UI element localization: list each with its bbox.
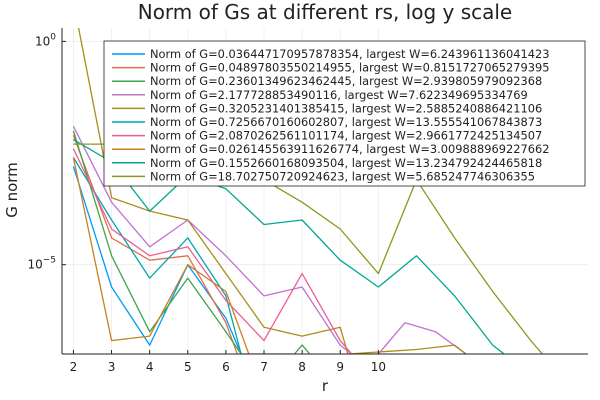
legend-entry-5: Norm of G=0.3205231401385415, largest W=… [150,101,542,115]
y-axis-label: G norm [3,162,21,218]
x-tick-label: 7 [260,360,268,374]
legend-entry-8: Norm of G=0.026145563911626774, largest … [150,142,549,156]
x-axis-label: r [322,377,329,395]
series-line-5 [77,28,467,354]
x-tick-label: 3 [108,360,116,374]
x-tick-label: 8 [298,360,306,374]
x-ticks: 2 3 4 5 6 7 8 9 10 [70,350,386,374]
legend-entry-2: Norm of G=0.04897803550214955, largest W… [150,61,549,75]
x-tick-label: 2 [70,360,78,374]
legend-box [103,40,586,187]
y-ticks: 100 10−5 [27,32,66,272]
legend-entry-3: Norm of G=0.23601349623462445, largest W… [150,74,542,88]
series-line-8 [72,157,250,354]
legend: Norm of G=0.036447170957878354, largest … [103,40,586,187]
legend-entry-9: Norm of G=0.1552660168093504, largest W=… [150,156,542,170]
legend-entry-7: Norm of G=2.0870262561101174, largest W=… [150,129,542,143]
x-tick-label: 5 [184,360,192,374]
legend-entry-1: Norm of G=0.036447170957878354, largest … [150,47,549,61]
legend-entry-6: Norm of G=0.7256670160602807, largest W=… [150,115,542,129]
series-line-4 [72,125,467,354]
legend-entry-10: Norm of G=18.702750720924623, largest W=… [150,169,535,183]
legend-entry-4: Norm of G=2.177728853490116, largest W=7… [150,88,528,102]
series-line-6 [72,157,242,354]
y-tick-label: 100 [35,32,56,48]
x-tick-label: 10 [371,360,386,374]
x-tick-label: 4 [146,360,154,374]
y-tick-label: 10−5 [27,256,56,272]
x-tick-label: 6 [222,360,230,374]
series-line-7 [72,148,353,354]
series-line-3 [72,130,311,354]
x-tick-label: 9 [336,360,344,374]
series-line-9 [73,139,505,354]
chart-title: Norm of Gs at different rs, log y scale [138,0,513,24]
